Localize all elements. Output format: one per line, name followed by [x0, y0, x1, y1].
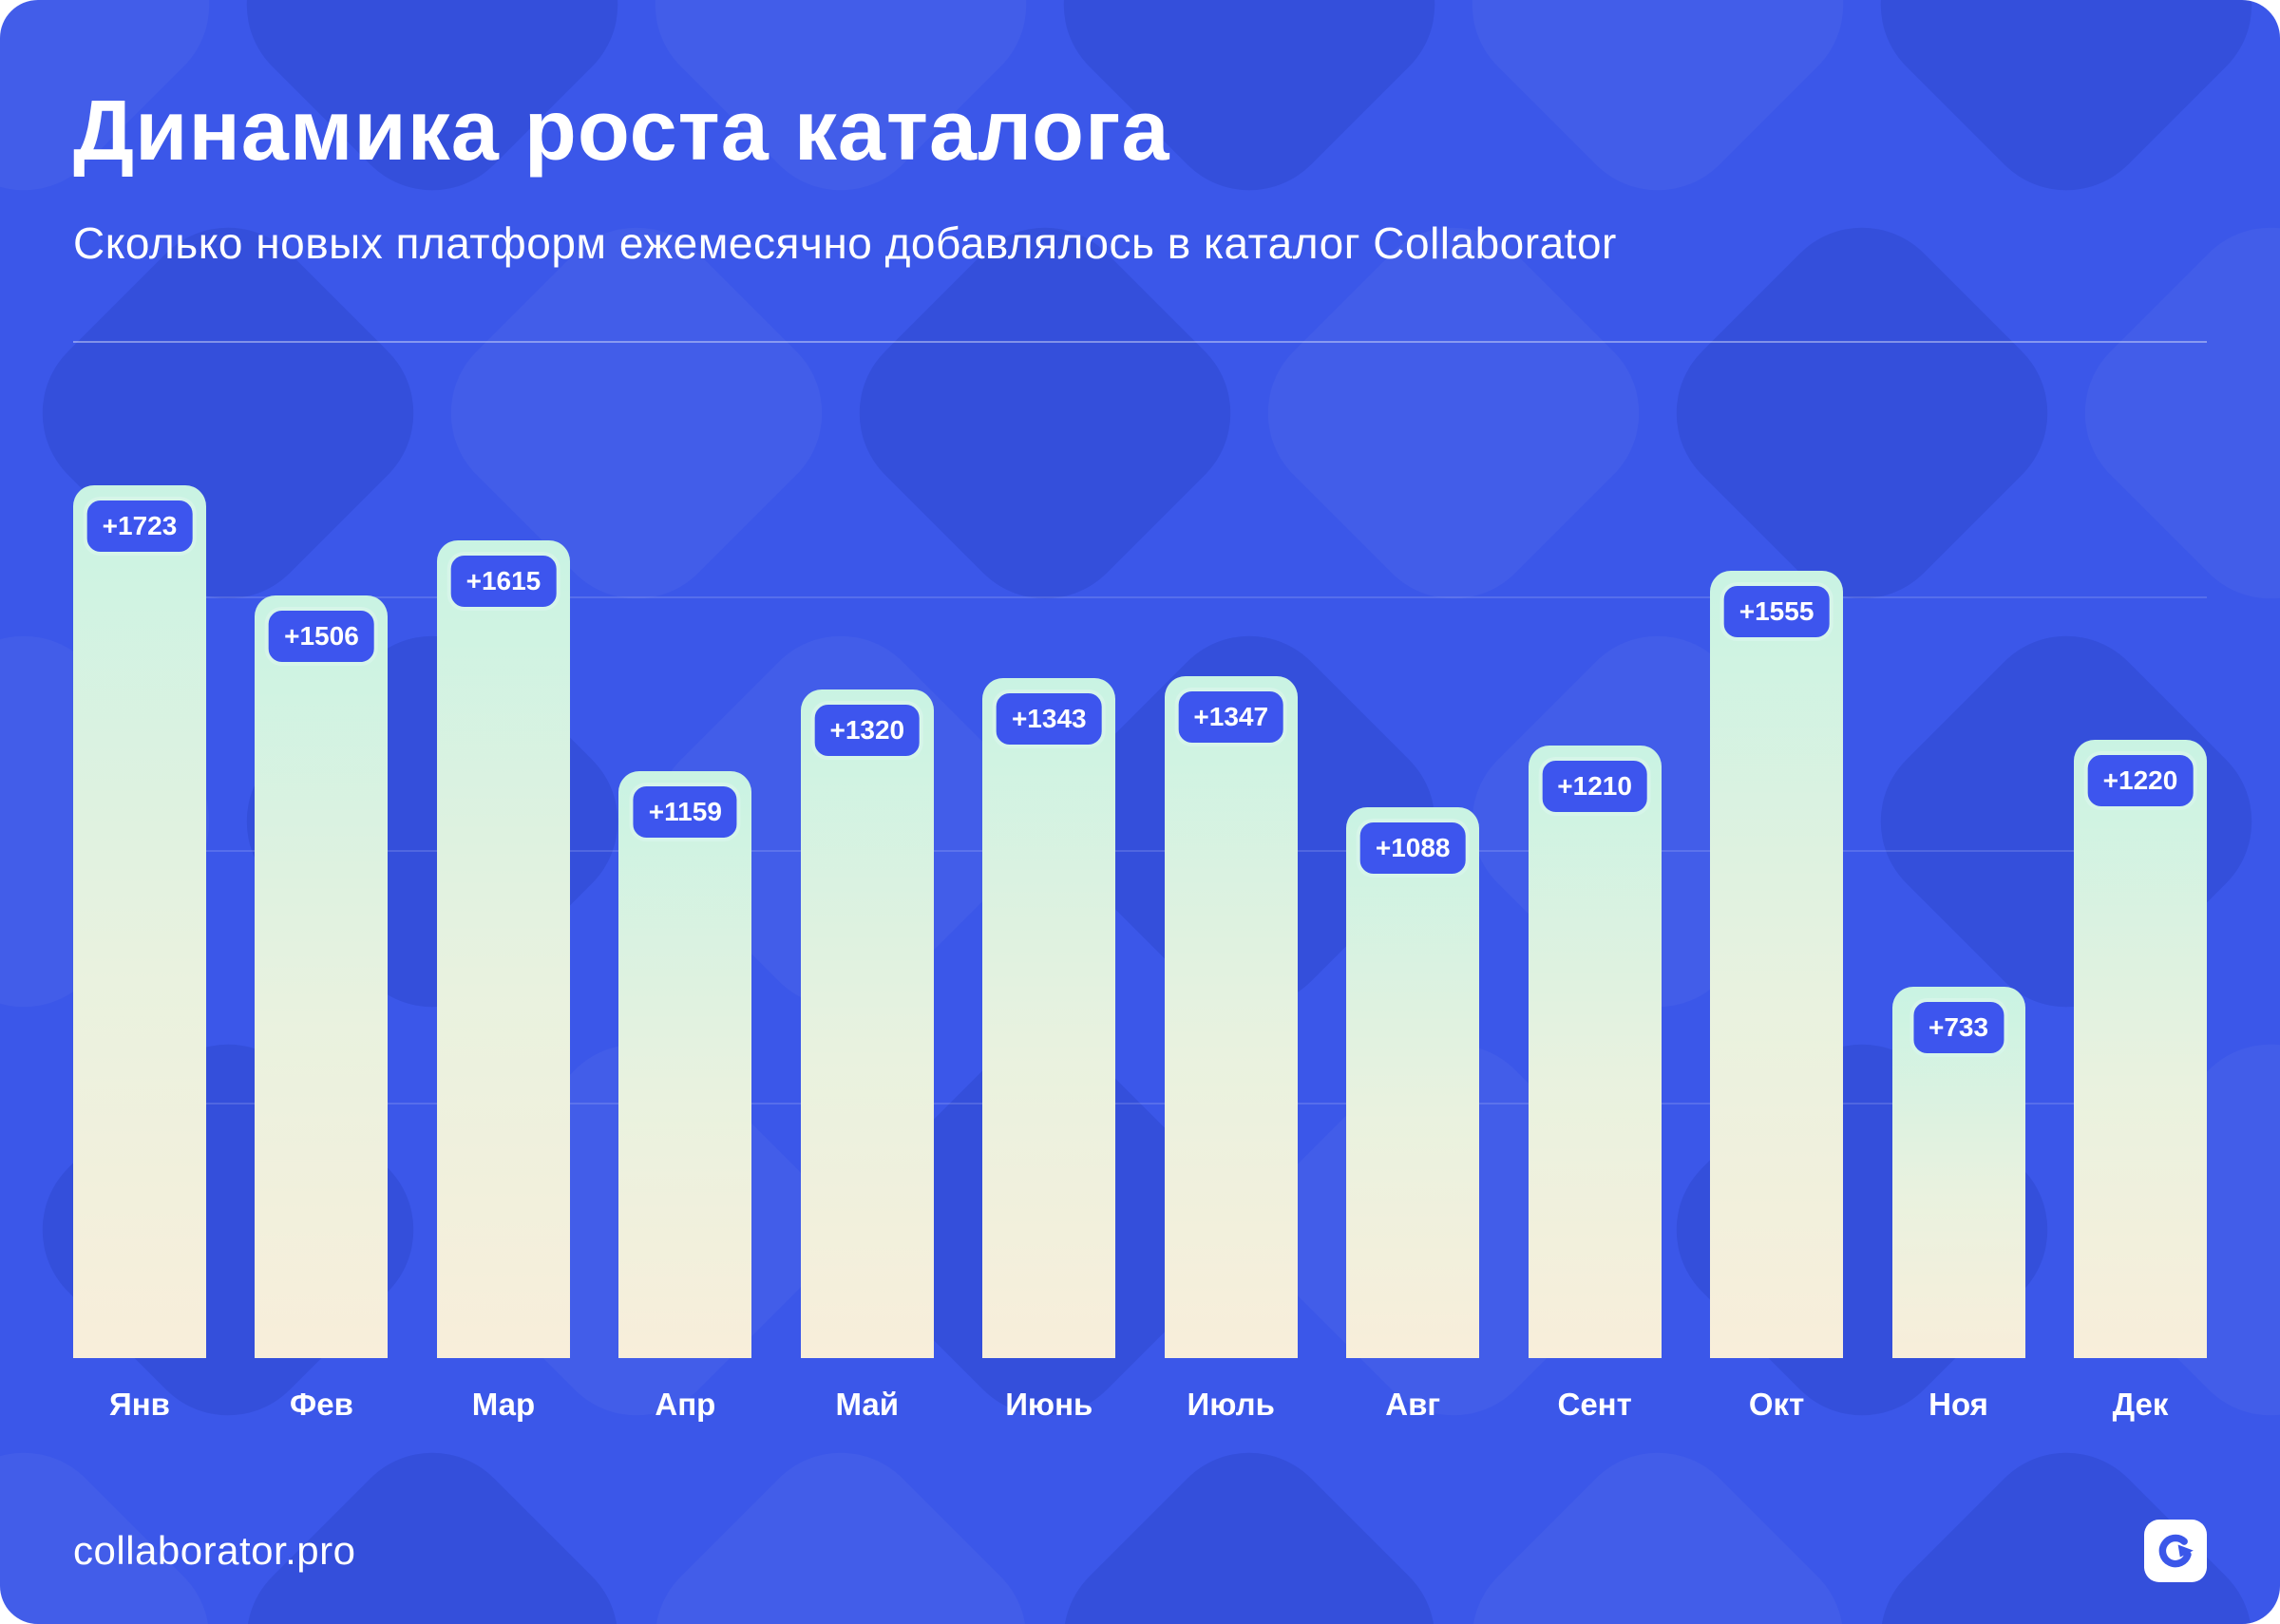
footer: collaborator.pro: [73, 1520, 2207, 1582]
chart: +1723 +1506 +1615 +1159 +1320 +1343 +1347 +1088…: [73, 485, 2207, 1423]
bar-group: +1088: [1346, 807, 1480, 1359]
collaborator-logo-icon: [2144, 1520, 2207, 1582]
bar: +1343: [982, 678, 1116, 1359]
bar: +1347: [1164, 676, 1298, 1359]
bar: +1210: [1528, 746, 1662, 1359]
month-label: Окт: [1748, 1387, 1805, 1423]
value-badge: +1320: [810, 701, 924, 761]
bar-group: +1159: [618, 771, 752, 1359]
bar-group: +1347: [1164, 676, 1298, 1359]
bar-group: +1506: [255, 595, 389, 1359]
bar-group: +1210: [1528, 746, 1662, 1359]
month-label: Авг: [1385, 1387, 1441, 1423]
site-url: collaborator.pro: [73, 1528, 356, 1573]
page-subtitle: Сколько новых платформ ежемесячно добавл…: [73, 218, 1617, 269]
bars-row: +1723 +1506 +1615 +1159 +1320 +1343 +1347 +1088…: [73, 485, 2207, 1359]
gridlines: [73, 485, 2207, 1358]
value-badge: +1088: [1356, 819, 1470, 878]
divider: [73, 341, 2207, 344]
month-label: Июнь: [1005, 1387, 1093, 1423]
gridline: [73, 596, 2207, 599]
header: Динамика роста каталога Сколько новых пл…: [73, 84, 2207, 344]
month-label: Май: [835, 1387, 900, 1423]
value-badge: +733: [1909, 998, 2008, 1058]
gridline: [73, 850, 2207, 853]
value-badge: +1723: [83, 497, 197, 557]
bar: +1320: [800, 689, 934, 1359]
value-badge: +1347: [1174, 688, 1288, 747]
bar: +1723: [73, 485, 206, 1359]
value-badge: +1343: [992, 689, 1106, 749]
bar: +1088: [1346, 807, 1480, 1359]
bar: +733: [1891, 987, 2025, 1359]
value-badge: +1615: [446, 552, 560, 612]
value-badge: +1555: [1720, 582, 1834, 642]
value-badge: +1210: [1538, 757, 1651, 817]
bar: +1506: [255, 595, 389, 1359]
bar-group: +733: [1891, 987, 2025, 1359]
month-label: Сент: [1557, 1387, 1632, 1423]
value-badge: +1220: [2083, 751, 2197, 811]
collaborator-logo-glyph: [2158, 1534, 2194, 1568]
bar-group: +1343: [982, 678, 1116, 1359]
month-label: Июль: [1187, 1387, 1275, 1423]
month-label: Фев: [290, 1387, 353, 1423]
bar-group: +1220: [2073, 740, 2207, 1359]
value-badge: +1159: [629, 783, 741, 842]
month-label: Ноя: [1928, 1387, 1988, 1423]
bar-group: +1615: [436, 540, 570, 1359]
bar-group: +1723: [73, 485, 206, 1359]
bar: +1615: [436, 540, 570, 1359]
content: Динамика роста каталога Сколько новых пл…: [73, 84, 2207, 1423]
value-badge: +1506: [265, 607, 378, 667]
bar-group: +1320: [800, 689, 934, 1359]
bar: +1555: [1710, 571, 1844, 1359]
month-label: Мар: [471, 1387, 536, 1423]
month-label: Дек: [2112, 1387, 2169, 1423]
pattern-shape: [2252, 1416, 2280, 1624]
months-row: Янв Фев Мар Апр Май Июнь Июль Авг Сент Окт Ноя Дек: [73, 1387, 2207, 1423]
page-title: Динамика роста каталога: [73, 84, 1170, 179]
bar: +1220: [2073, 740, 2207, 1359]
bar: +1159: [618, 771, 752, 1359]
gridline: [73, 1103, 2207, 1105]
month-label: Янв: [109, 1387, 170, 1423]
bar-group: +1555: [1710, 571, 1844, 1359]
month-label: Апр: [655, 1387, 716, 1423]
